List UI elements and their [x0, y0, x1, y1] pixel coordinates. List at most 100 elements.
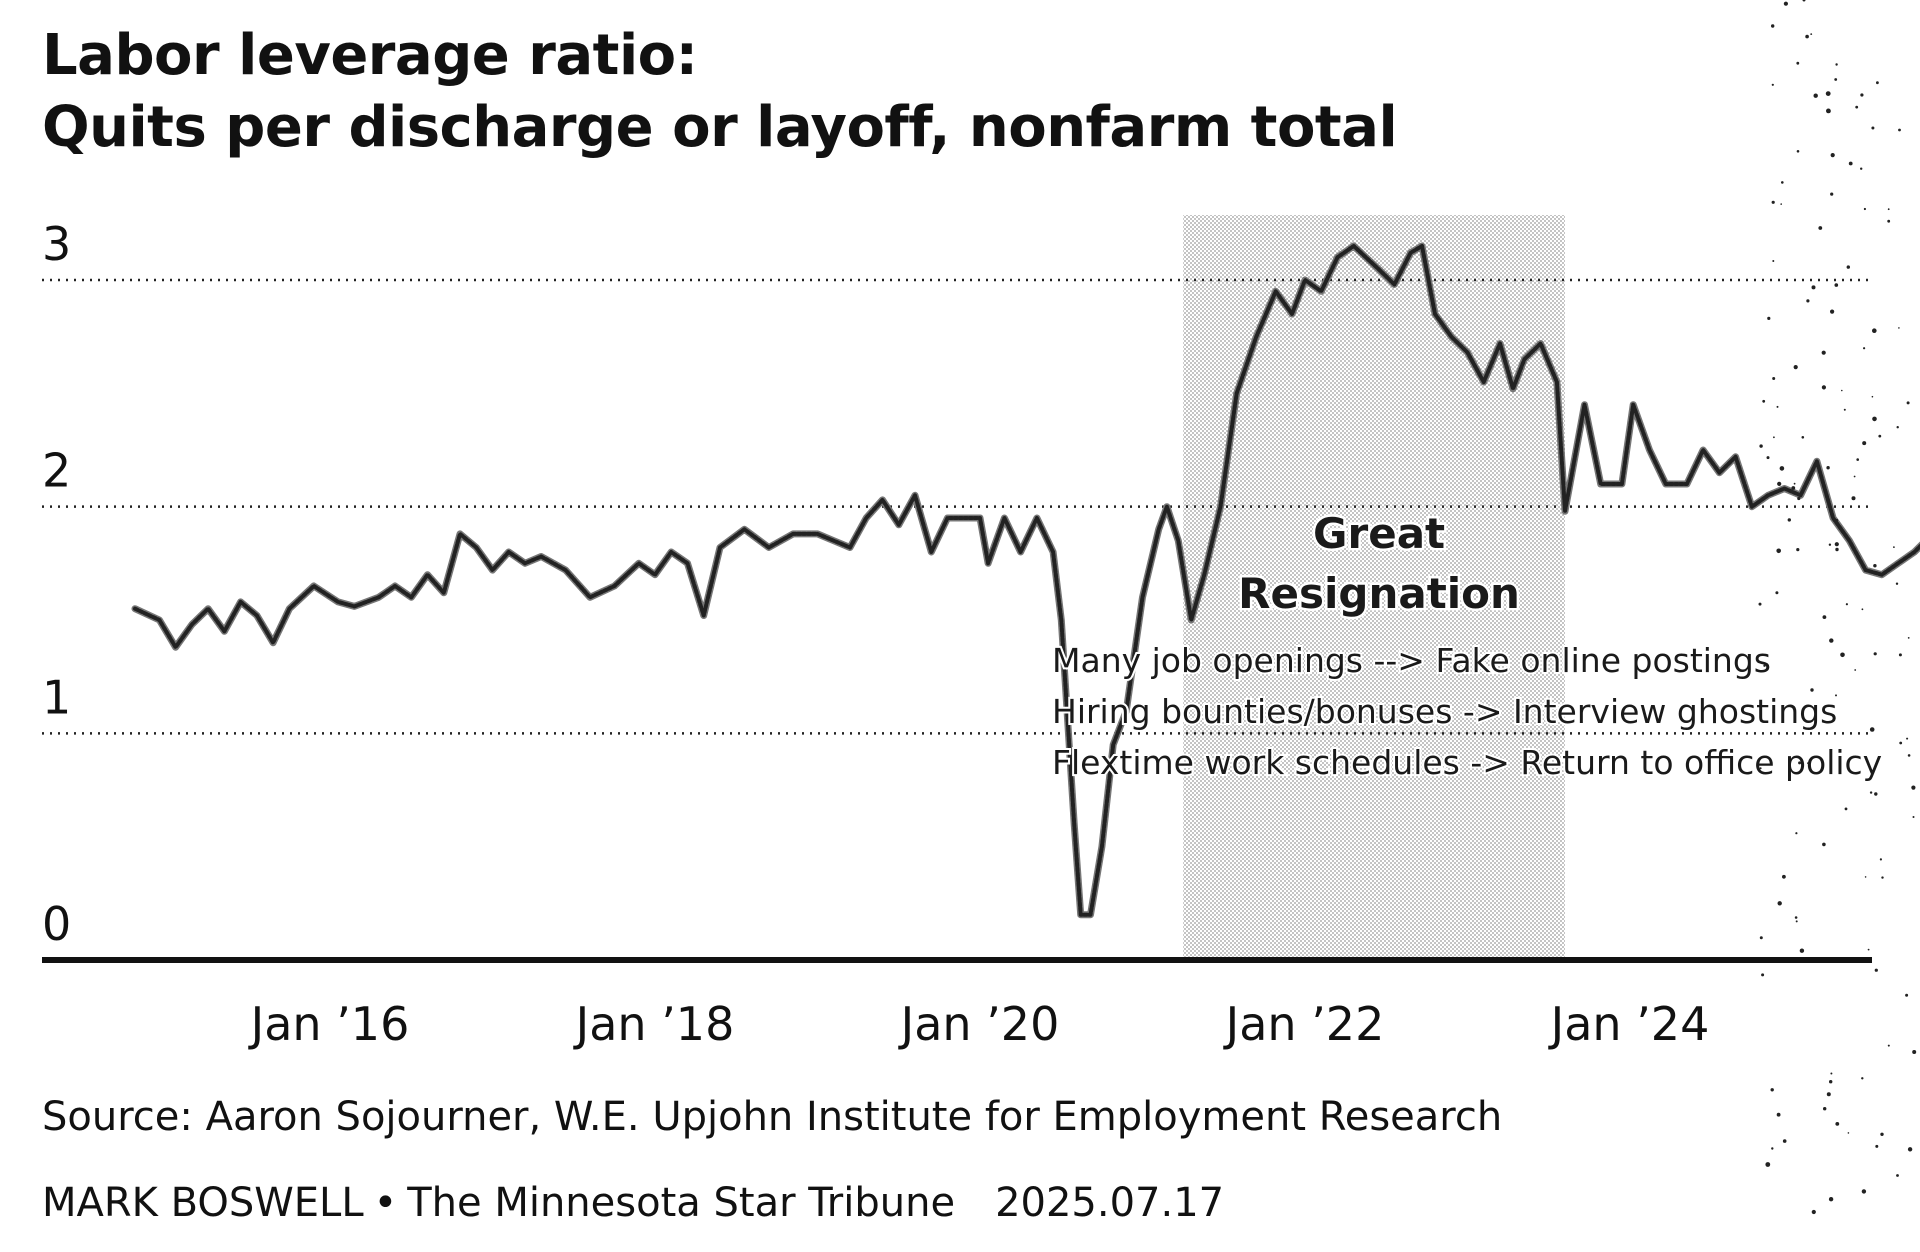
scan-speck — [1898, 653, 1902, 657]
chart-title-line-1: Labor leverage ratio: — [42, 23, 698, 88]
scan-speck — [1770, 1088, 1774, 1092]
scan-speck — [1869, 791, 1873, 794]
scan-speck — [1806, 299, 1810, 303]
scan-speck — [1899, 741, 1903, 745]
scan-speck — [1896, 1174, 1899, 1177]
scan-speck — [1911, 785, 1916, 790]
scan-speck — [1880, 1132, 1884, 1137]
scan-speck — [1844, 807, 1848, 811]
scan-speck — [1879, 858, 1882, 861]
y-tick-label-0: 0 — [42, 897, 71, 951]
x-tick-label-2016: Jan ’16 — [248, 997, 410, 1051]
scan-speck — [1895, 582, 1899, 585]
scan-speck — [1772, 377, 1776, 380]
scan-speck — [1893, 546, 1895, 548]
scan-speck — [1907, 754, 1911, 757]
scan-speck — [1779, 466, 1785, 471]
scan-speck — [1887, 208, 1890, 211]
scan-speck — [1823, 1107, 1827, 1111]
scan-speck — [1875, 1144, 1879, 1148]
scan-speck — [1862, 441, 1867, 446]
series-line — [133, 244, 1920, 917]
credit-outlet: The Minnesota Star Tribune — [407, 1180, 956, 1226]
scan-speck — [1821, 350, 1826, 355]
scan-speck — [1871, 395, 1874, 398]
scan-speck — [1873, 564, 1877, 568]
scan-speck — [1807, 762, 1809, 765]
scan-speck — [1835, 547, 1839, 552]
scan-speck — [1830, 1072, 1833, 1075]
scan-speck — [1795, 920, 1798, 923]
scan-speck — [1906, 737, 1909, 740]
scan-speck — [1783, 1, 1788, 6]
scan-speck — [1830, 309, 1835, 314]
scan-speck — [1811, 1209, 1816, 1215]
scan-speck — [1834, 283, 1839, 287]
scan-speck — [1876, 81, 1879, 85]
scan-speck — [1846, 265, 1851, 269]
scan-speck — [1798, 761, 1802, 765]
scan-speck — [1906, 401, 1910, 405]
scan-speck — [1781, 181, 1784, 184]
x-tick-label-2024: Jan ’24 — [1548, 997, 1710, 1051]
y-tick-label-3: 3 — [42, 217, 71, 271]
y-tick-label-1: 1 — [42, 670, 71, 724]
scan-speck — [1841, 389, 1843, 392]
annotation-line-1: Many job openings --> Fake online postin… — [1052, 641, 1771, 680]
scan-speck — [1772, 260, 1775, 262]
scan-speck — [1905, 993, 1909, 997]
scan-speck — [1777, 481, 1782, 486]
scan-speck — [1867, 948, 1870, 951]
scan-speck — [1821, 385, 1826, 390]
scan-speck — [1805, 34, 1809, 39]
scan-speck — [1825, 91, 1831, 96]
scan-speck — [1773, 436, 1775, 439]
x-tick-label-2022: Jan ’22 — [1223, 997, 1385, 1051]
scan-speck — [1759, 444, 1763, 448]
scan-speck — [1835, 518, 1839, 522]
credit-date: 2025.07.17 — [995, 1180, 1225, 1226]
scan-speck — [1775, 591, 1779, 595]
series-line-halo — [131, 242, 1920, 919]
scan-speck — [1758, 602, 1762, 606]
scan-speck — [1767, 316, 1771, 320]
scan-speck — [1813, 93, 1818, 98]
scan-speck — [1759, 936, 1763, 940]
scan-speck — [1855, 105, 1859, 109]
scan-speck — [1898, 128, 1901, 132]
scan-speck — [1763, 664, 1766, 667]
scan-speck — [1771, 1147, 1774, 1150]
scan-speck — [1826, 108, 1831, 114]
scan-speck — [1856, 458, 1859, 461]
scan-speck — [1843, 408, 1846, 411]
scan-speck — [1911, 551, 1915, 554]
scan-speck — [1826, 1092, 1831, 1097]
x-tick-label-2020: Jan ’20 — [898, 997, 1060, 1051]
scan-speck — [1898, 327, 1900, 329]
credit-line: MARK BOSWELL • The Minnesota Star Tribune 2… — [42, 1180, 1224, 1226]
scan-speck — [1851, 496, 1856, 501]
scan-speck — [1771, 83, 1774, 86]
scan-speck — [1818, 226, 1823, 230]
scan-speck — [1861, 1077, 1864, 1080]
scan-speck — [1828, 543, 1832, 546]
scan-speck — [1782, 1139, 1787, 1143]
scan-speck — [1828, 1197, 1834, 1202]
scan-speck — [1795, 832, 1798, 835]
scan-speck — [1780, 203, 1782, 205]
scan-speck — [1860, 93, 1864, 97]
scan-speck — [1796, 150, 1800, 153]
scan-speck — [1872, 416, 1877, 422]
scan-speck — [1801, 436, 1805, 439]
scan-speck — [1810, 33, 1813, 35]
scan-speck — [1853, 475, 1856, 478]
scan-speck — [1829, 638, 1834, 643]
scan-speck — [1912, 816, 1915, 818]
annotation-line-3: Flextime work schedules -> Return to off… — [1052, 743, 1882, 782]
chart-title: Labor leverage ratio: Quits per discharg… — [42, 20, 1398, 164]
annotation-line-2: Hiring bounties/bonuses -> Interview gho… — [1052, 692, 1837, 731]
scan-speck — [1761, 973, 1765, 977]
scan-speck — [1871, 126, 1875, 130]
scan-speck — [1776, 1112, 1781, 1117]
